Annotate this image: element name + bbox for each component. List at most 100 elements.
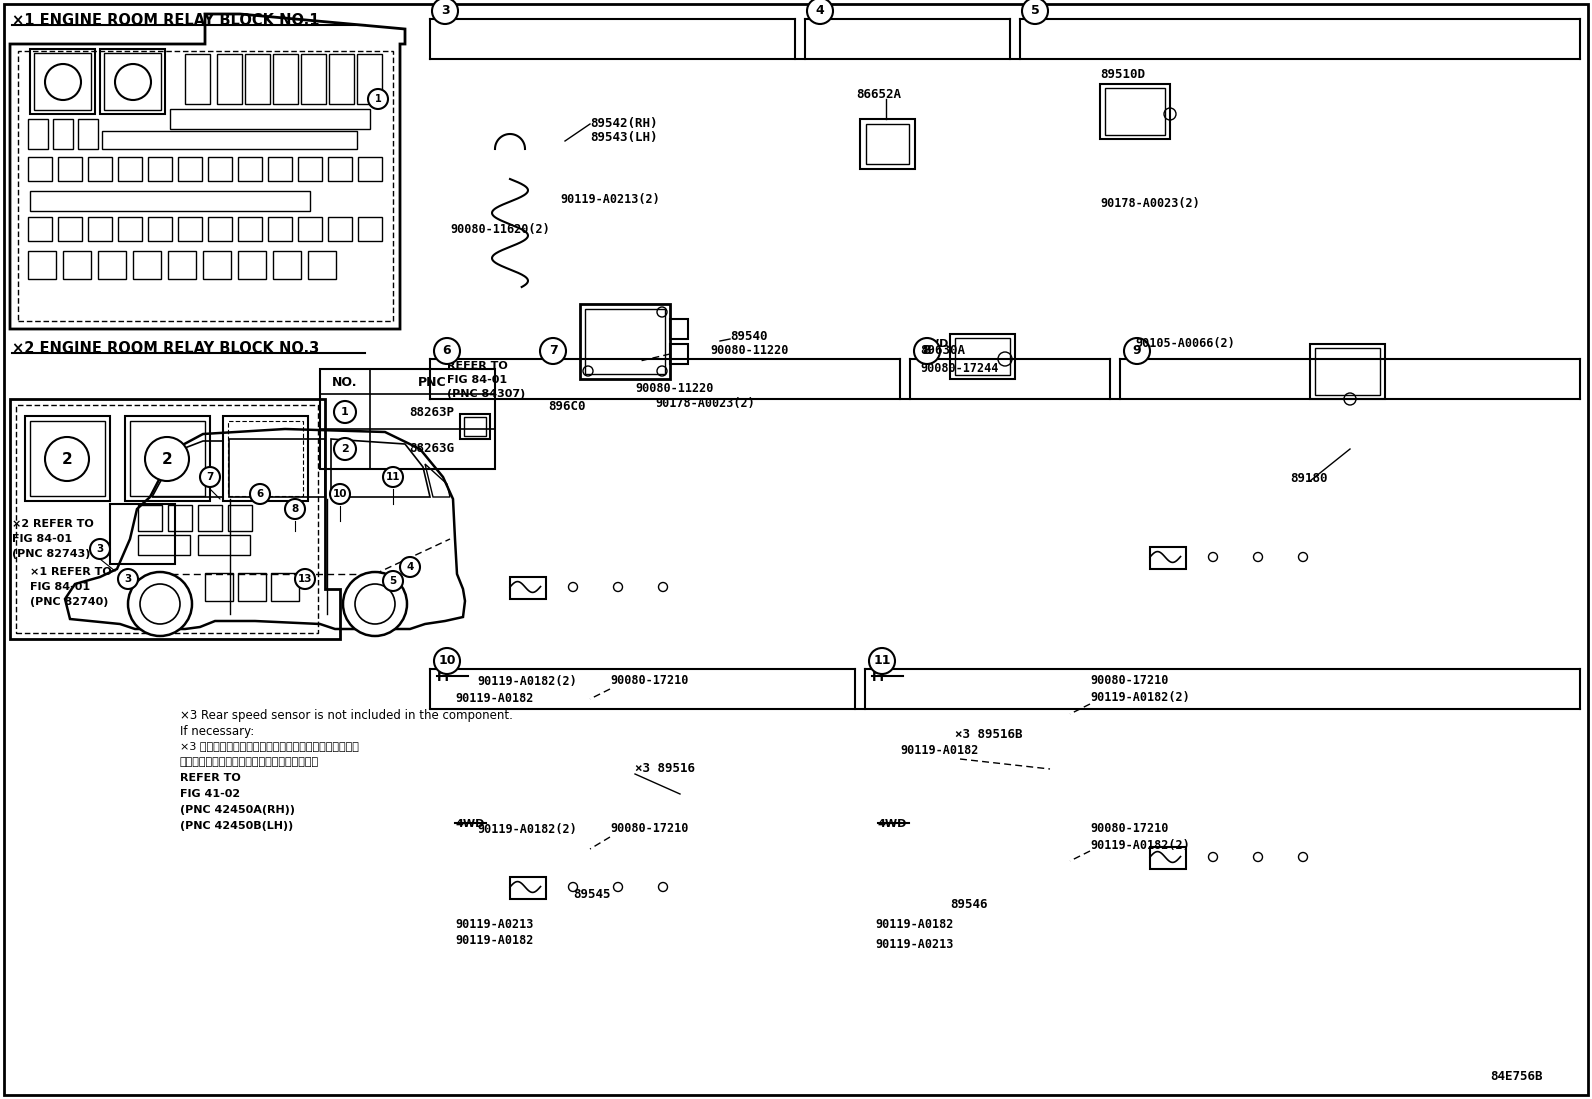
Text: If necessary:: If necessary: — [180, 725, 255, 739]
Circle shape — [659, 882, 667, 891]
Circle shape — [384, 571, 403, 591]
Text: REFER TO: REFER TO — [180, 773, 240, 782]
Text: 11: 11 — [385, 471, 400, 482]
Circle shape — [384, 467, 403, 487]
Bar — [30, 421, 105, 496]
Circle shape — [285, 499, 306, 519]
Bar — [134, 251, 161, 279]
Text: 90178-A0023(2): 90178-A0023(2) — [654, 398, 755, 411]
Circle shape — [201, 467, 220, 487]
Bar — [103, 53, 161, 110]
Text: 90119-A0182: 90119-A0182 — [455, 692, 533, 706]
Bar — [205, 573, 232, 601]
Text: 11: 11 — [874, 655, 892, 667]
Text: 2: 2 — [341, 444, 349, 454]
Text: 90080-11620(2): 90080-11620(2) — [451, 222, 549, 235]
Text: (PNC 42450A(RH)): (PNC 42450A(RH)) — [180, 804, 295, 815]
Text: 8: 8 — [923, 344, 931, 357]
Bar — [1310, 344, 1385, 399]
Bar — [33, 53, 91, 110]
Bar — [228, 506, 252, 531]
Text: 86652A: 86652A — [856, 88, 901, 100]
Text: 4: 4 — [815, 4, 825, 18]
Circle shape — [435, 648, 460, 674]
Text: センサが必要な場合は下記を参照して下さい。: センサが必要な場合は下記を参照して下さい。 — [180, 757, 318, 767]
Bar — [330, 54, 353, 104]
Bar — [237, 217, 263, 241]
Circle shape — [657, 307, 667, 317]
Bar — [126, 417, 210, 501]
Text: 5: 5 — [390, 576, 396, 586]
Text: NO.: NO. — [333, 376, 358, 389]
Text: REFER TO: REFER TO — [447, 360, 508, 371]
Text: 89545: 89545 — [573, 888, 610, 900]
Text: (PNC 84307): (PNC 84307) — [447, 389, 525, 399]
Bar — [217, 54, 242, 104]
Text: 90119-A0213: 90119-A0213 — [455, 918, 533, 931]
Bar — [88, 157, 111, 181]
Text: PNC: PNC — [417, 376, 446, 389]
Circle shape — [998, 352, 1013, 366]
Circle shape — [583, 366, 592, 376]
Text: 7: 7 — [549, 344, 557, 357]
Bar — [301, 54, 326, 104]
Bar — [197, 535, 250, 555]
Circle shape — [657, 366, 667, 376]
Text: 9: 9 — [1132, 344, 1141, 357]
Text: 13: 13 — [298, 574, 312, 584]
Text: 90080-17210: 90080-17210 — [610, 822, 688, 835]
Bar — [237, 251, 266, 279]
Bar — [102, 131, 357, 149]
Text: 89540: 89540 — [731, 331, 767, 344]
Bar — [118, 157, 142, 181]
Circle shape — [400, 557, 420, 577]
Text: 3: 3 — [441, 4, 449, 18]
Text: 5: 5 — [1030, 4, 1040, 18]
Bar — [298, 157, 322, 181]
Bar — [30, 191, 310, 211]
Text: 90119-A0182(2): 90119-A0182(2) — [478, 675, 576, 688]
Text: FIG 41-02: FIG 41-02 — [180, 789, 240, 799]
Circle shape — [250, 484, 271, 504]
Text: 3: 3 — [124, 574, 132, 584]
Text: ×2 ENGINE ROOM RELAY BLOCK NO.3: ×2 ENGINE ROOM RELAY BLOCK NO.3 — [13, 341, 320, 356]
Text: 89510D: 89510D — [1100, 67, 1145, 80]
Text: 2: 2 — [62, 452, 72, 466]
Text: 88263P: 88263P — [409, 406, 454, 419]
Bar — [272, 251, 301, 279]
Text: ×3 リヤスピードセンサーは構成に含まれておりません。: ×3 リヤスピードセンサーは構成に含まれておりません。 — [180, 741, 358, 751]
Circle shape — [334, 401, 357, 423]
Circle shape — [914, 338, 939, 364]
Circle shape — [613, 882, 622, 891]
Text: FIG 84-01: FIG 84-01 — [447, 375, 508, 385]
Bar — [509, 877, 546, 899]
Text: 7: 7 — [207, 471, 213, 482]
Circle shape — [613, 582, 622, 591]
Bar — [670, 344, 688, 364]
Text: 89546: 89546 — [950, 898, 987, 910]
Circle shape — [435, 338, 460, 364]
Bar — [78, 119, 99, 149]
Circle shape — [659, 582, 667, 591]
Circle shape — [334, 439, 357, 460]
Bar — [860, 119, 915, 169]
Circle shape — [1253, 853, 1262, 862]
Circle shape — [295, 569, 315, 589]
Text: FIG 84-01: FIG 84-01 — [30, 582, 91, 592]
Text: FF: FF — [872, 671, 888, 684]
Bar — [18, 51, 393, 321]
Circle shape — [1299, 553, 1307, 562]
Bar — [579, 304, 670, 379]
Bar — [16, 406, 318, 633]
Text: 90119-A0182: 90119-A0182 — [899, 744, 979, 757]
Circle shape — [568, 582, 578, 591]
Bar — [237, 573, 266, 601]
Bar — [320, 369, 495, 469]
Bar — [460, 414, 490, 439]
Text: 89180: 89180 — [1290, 473, 1328, 486]
Text: 6: 6 — [256, 489, 264, 499]
Bar — [328, 157, 352, 181]
Text: 90080-11220: 90080-11220 — [635, 382, 713, 396]
Circle shape — [330, 484, 350, 504]
Bar — [99, 251, 126, 279]
